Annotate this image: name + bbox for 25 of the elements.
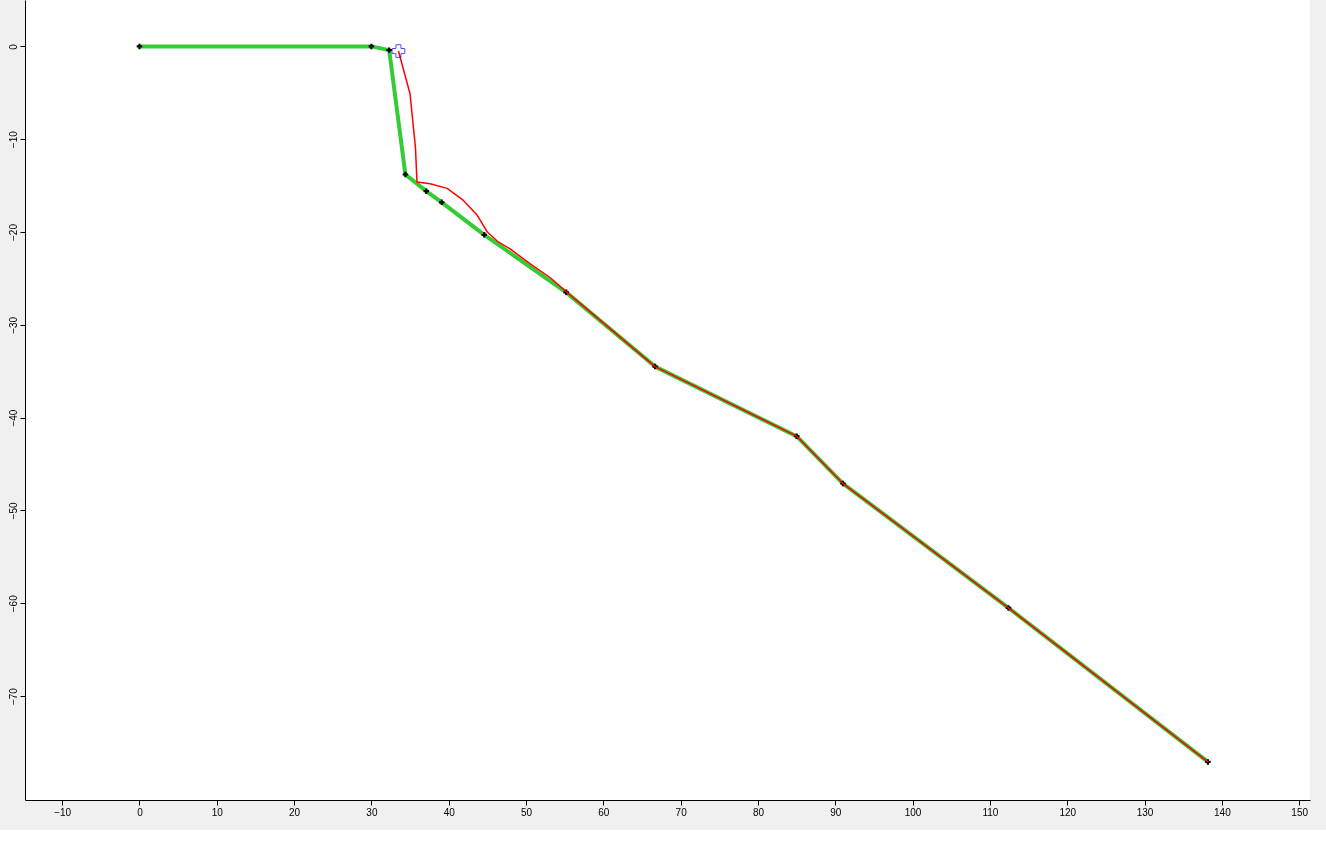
x-tick-label: 120 [1059, 806, 1077, 818]
x-tick-label: 90 [830, 806, 842, 818]
x-tick-label: 0 [137, 806, 144, 818]
x-tick-label: 130 [1136, 806, 1154, 818]
y-tick-label: −30 [7, 316, 19, 334]
x-tick-label: 150 [1291, 806, 1309, 818]
y-tick-label: −50 [7, 502, 19, 520]
x-tick-label: 100 [904, 806, 922, 818]
y-tick-label: 0 [7, 43, 19, 50]
x-tick-label: −10 [54, 806, 72, 818]
x-tick-label: 40 [443, 806, 456, 818]
x-tick-label: 60 [598, 806, 610, 818]
y-tick-label: −20 [7, 223, 19, 241]
x-tick-label: 110 [982, 806, 999, 818]
x-tick-label: 140 [1214, 806, 1232, 818]
y-tick-label: −60 [7, 594, 19, 613]
y-tick-label: −70 [7, 687, 19, 706]
x-tick-label: 70 [675, 806, 688, 818]
x-tick-label: 50 [520, 806, 533, 818]
x-tick-label: 30 [366, 806, 378, 818]
x-tick-label: 20 [289, 806, 301, 818]
x-tick-label: 80 [752, 806, 765, 818]
y-tick-label: −10 [7, 130, 19, 149]
x-tick-label: 10 [211, 806, 224, 818]
y-tick-label: −40 [7, 409, 19, 427]
